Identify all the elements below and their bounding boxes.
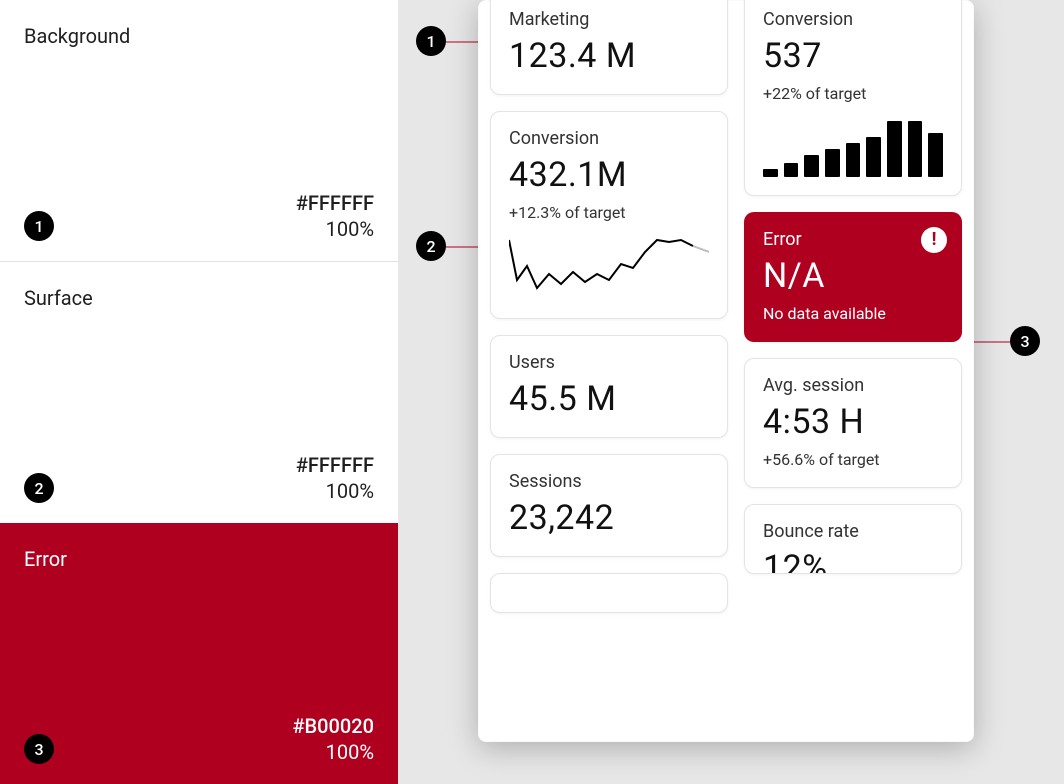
bar — [784, 163, 799, 177]
annotation-badge-3: 3 — [1010, 326, 1040, 356]
card-value: 4:53 H — [763, 402, 943, 442]
swatch-opacity: 100% — [296, 217, 374, 241]
card-value: 45.5 M — [509, 379, 709, 419]
card-conversion-b[interactable]: Conversion 537 +22% of target — [744, 0, 962, 196]
dashboard-area: 1 2 3 Marketing 123.4 M Conversion 432.1… — [398, 0, 1064, 784]
card-label: Conversion — [763, 9, 943, 30]
color-swatch: Surface #FFFFFF100% 2 — [0, 262, 398, 523]
card-value: 12% — [763, 548, 943, 574]
card-subtext: +12.3% of target — [509, 203, 709, 222]
alert-icon-glyph: ! — [932, 231, 937, 249]
alert-icon: ! — [921, 227, 947, 253]
card-marketing[interactable]: Marketing 123.4 M — [490, 0, 728, 95]
swatch-badge: 3 — [24, 734, 54, 764]
card-column-b: Conversion 537 +22% of target Error N/A … — [744, 0, 962, 613]
card-subtext: +56.6% of target — [763, 450, 943, 469]
swatch-meta: #FFFFFF100% — [296, 453, 374, 503]
color-swatch: Error #B00020100% 3 — [0, 523, 398, 784]
card-label: Sessions — [509, 471, 709, 492]
card-label: Bounce rate — [763, 521, 943, 542]
card-conversion-a[interactable]: Conversion 432.1M +12.3% of target — [490, 111, 728, 319]
card-value: N/A — [763, 256, 943, 296]
card-value: 123.4 M — [509, 36, 709, 76]
card-error[interactable]: Error N/A No data available ! — [744, 212, 962, 342]
color-swatch: Background #FFFFFF100% 1 — [0, 0, 398, 262]
bar — [887, 121, 902, 177]
card-bounce-rate[interactable]: Bounce rate 12% — [744, 504, 962, 574]
swatch-title: Background — [24, 24, 374, 48]
bar — [763, 169, 778, 177]
card-users[interactable]: Users 45.5 M — [490, 335, 728, 438]
annotation-badge-2: 2 — [416, 231, 446, 261]
bar — [908, 121, 923, 177]
swatch-opacity: 100% — [292, 740, 374, 764]
card-subtext: +22% of target — [763, 84, 943, 103]
annotation-badge-1: 1 — [416, 26, 446, 56]
card-label: Error — [763, 229, 943, 250]
card-column-a: Marketing 123.4 M Conversion 432.1M +12.… — [490, 0, 728, 613]
swatch-meta: #B00020100% — [292, 714, 374, 764]
card-value: 23,242 — [509, 498, 709, 538]
bar — [804, 155, 819, 177]
card-subtext: No data available — [763, 304, 943, 323]
swatch-title: Error — [24, 547, 374, 571]
card-label: Users — [509, 352, 709, 373]
sparkline-chart — [509, 232, 709, 300]
card-partial-bottom — [490, 573, 728, 613]
swatch-title: Surface — [24, 286, 374, 310]
bar — [928, 133, 943, 177]
card-value: 432.1M — [509, 155, 709, 195]
card-value: 537 — [763, 36, 943, 76]
device-frame: Marketing 123.4 M Conversion 432.1M +12.… — [478, 0, 974, 742]
swatch-opacity: 100% — [296, 479, 374, 503]
swatch-hex: #FFFFFF — [296, 453, 374, 477]
swatch-badge: 1 — [24, 211, 54, 241]
card-sessions[interactable]: Sessions 23,242 — [490, 454, 728, 557]
card-avg-session[interactable]: Avg. session 4:53 H +56.6% of target — [744, 358, 962, 488]
card-label: Marketing — [509, 9, 709, 30]
swatch-hex: #B00020 — [292, 714, 374, 738]
card-label: Conversion — [509, 128, 709, 149]
swatch-hex: #FFFFFF — [296, 191, 374, 215]
color-swatch-panel: Background#FFFFFF100%1Surface#FFFFFF100%… — [0, 0, 398, 784]
bar-chart — [763, 117, 943, 177]
swatch-badge: 2 — [24, 473, 54, 503]
bar — [866, 137, 881, 177]
swatch-meta: #FFFFFF100% — [296, 191, 374, 241]
bar — [846, 143, 861, 177]
bar — [825, 149, 840, 177]
card-label: Avg. session — [763, 375, 943, 396]
